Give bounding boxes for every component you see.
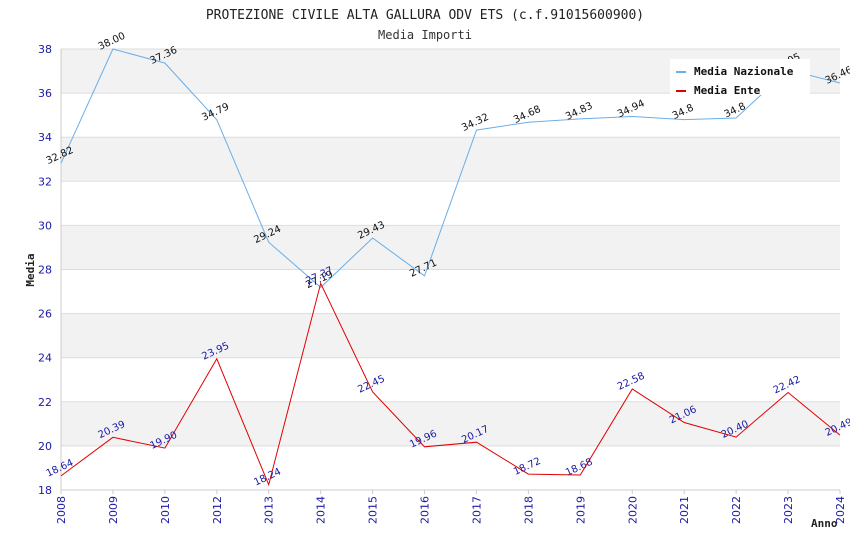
x-tick-label: 2008 [55,496,68,524]
y-tick-label: 18 [38,484,52,497]
legend-label-nazionale: Media Nazionale [694,65,794,78]
band [61,313,840,358]
legend-label-ente: Media Ente [694,84,761,97]
x-tick-label: 2010 [159,496,172,524]
chart-subtitle: Media Importi [378,28,472,42]
y-tick-label: 28 [38,264,52,277]
y-tick-label: 36 [38,87,52,100]
y-tick-label: 26 [38,308,52,321]
band [61,137,840,182]
x-tick-label: 2009 [107,496,120,524]
x-tick-label: 2016 [419,496,432,524]
y-tick-label: 22 [38,396,52,409]
x-tick-label: 2021 [678,496,691,524]
legend: Media Nazionale Media Ente [670,59,810,97]
y-tick-label: 38 [38,43,52,56]
series-lines [60,48,841,487]
series-line-nazionale [60,48,841,289]
x-tick-label: 2014 [315,496,328,524]
y-axis-ticks: 18 20 22 24 26 28 30 32 34 36 38 [38,43,52,497]
x-tick-label: 2023 [782,496,795,524]
y-tick-label: 34 [38,131,52,144]
x-tick-label: 2015 [367,496,380,524]
y-tick-label: 32 [38,175,52,188]
band [61,401,840,446]
x-tick-label: 2022 [730,496,743,524]
band [61,225,840,270]
y-tick-label: 20 [38,440,52,453]
band [61,269,840,314]
legend-box [670,59,810,95]
chart-title: PROTEZIONE CIVILE ALTA GALLURA ODV ETS (… [206,8,644,23]
grid-lines [60,48,840,491]
series-line-ente [60,281,841,487]
x-axis-ticks: 2008 2009 2010 2012 2013 2014 2015 2016 2017 2018… [55,490,847,524]
x-tick-label: 2012 [211,496,224,524]
x-tick-label: 2024 [834,496,847,524]
x-axis-label: Anno [811,517,838,530]
x-tick-label: 2013 [263,496,276,524]
x-tick-label: 2017 [470,496,483,524]
band [61,357,840,402]
x-tick-label: 2018 [522,496,535,524]
x-tick-label: 2019 [574,496,587,524]
y-tick-label: 24 [38,352,52,365]
y-axis-label: Media [24,253,37,286]
x-tick-label: 2020 [626,496,639,524]
y-tick-label: 30 [38,219,52,232]
background-bands [61,49,840,490]
band [61,445,840,490]
band [61,93,840,138]
